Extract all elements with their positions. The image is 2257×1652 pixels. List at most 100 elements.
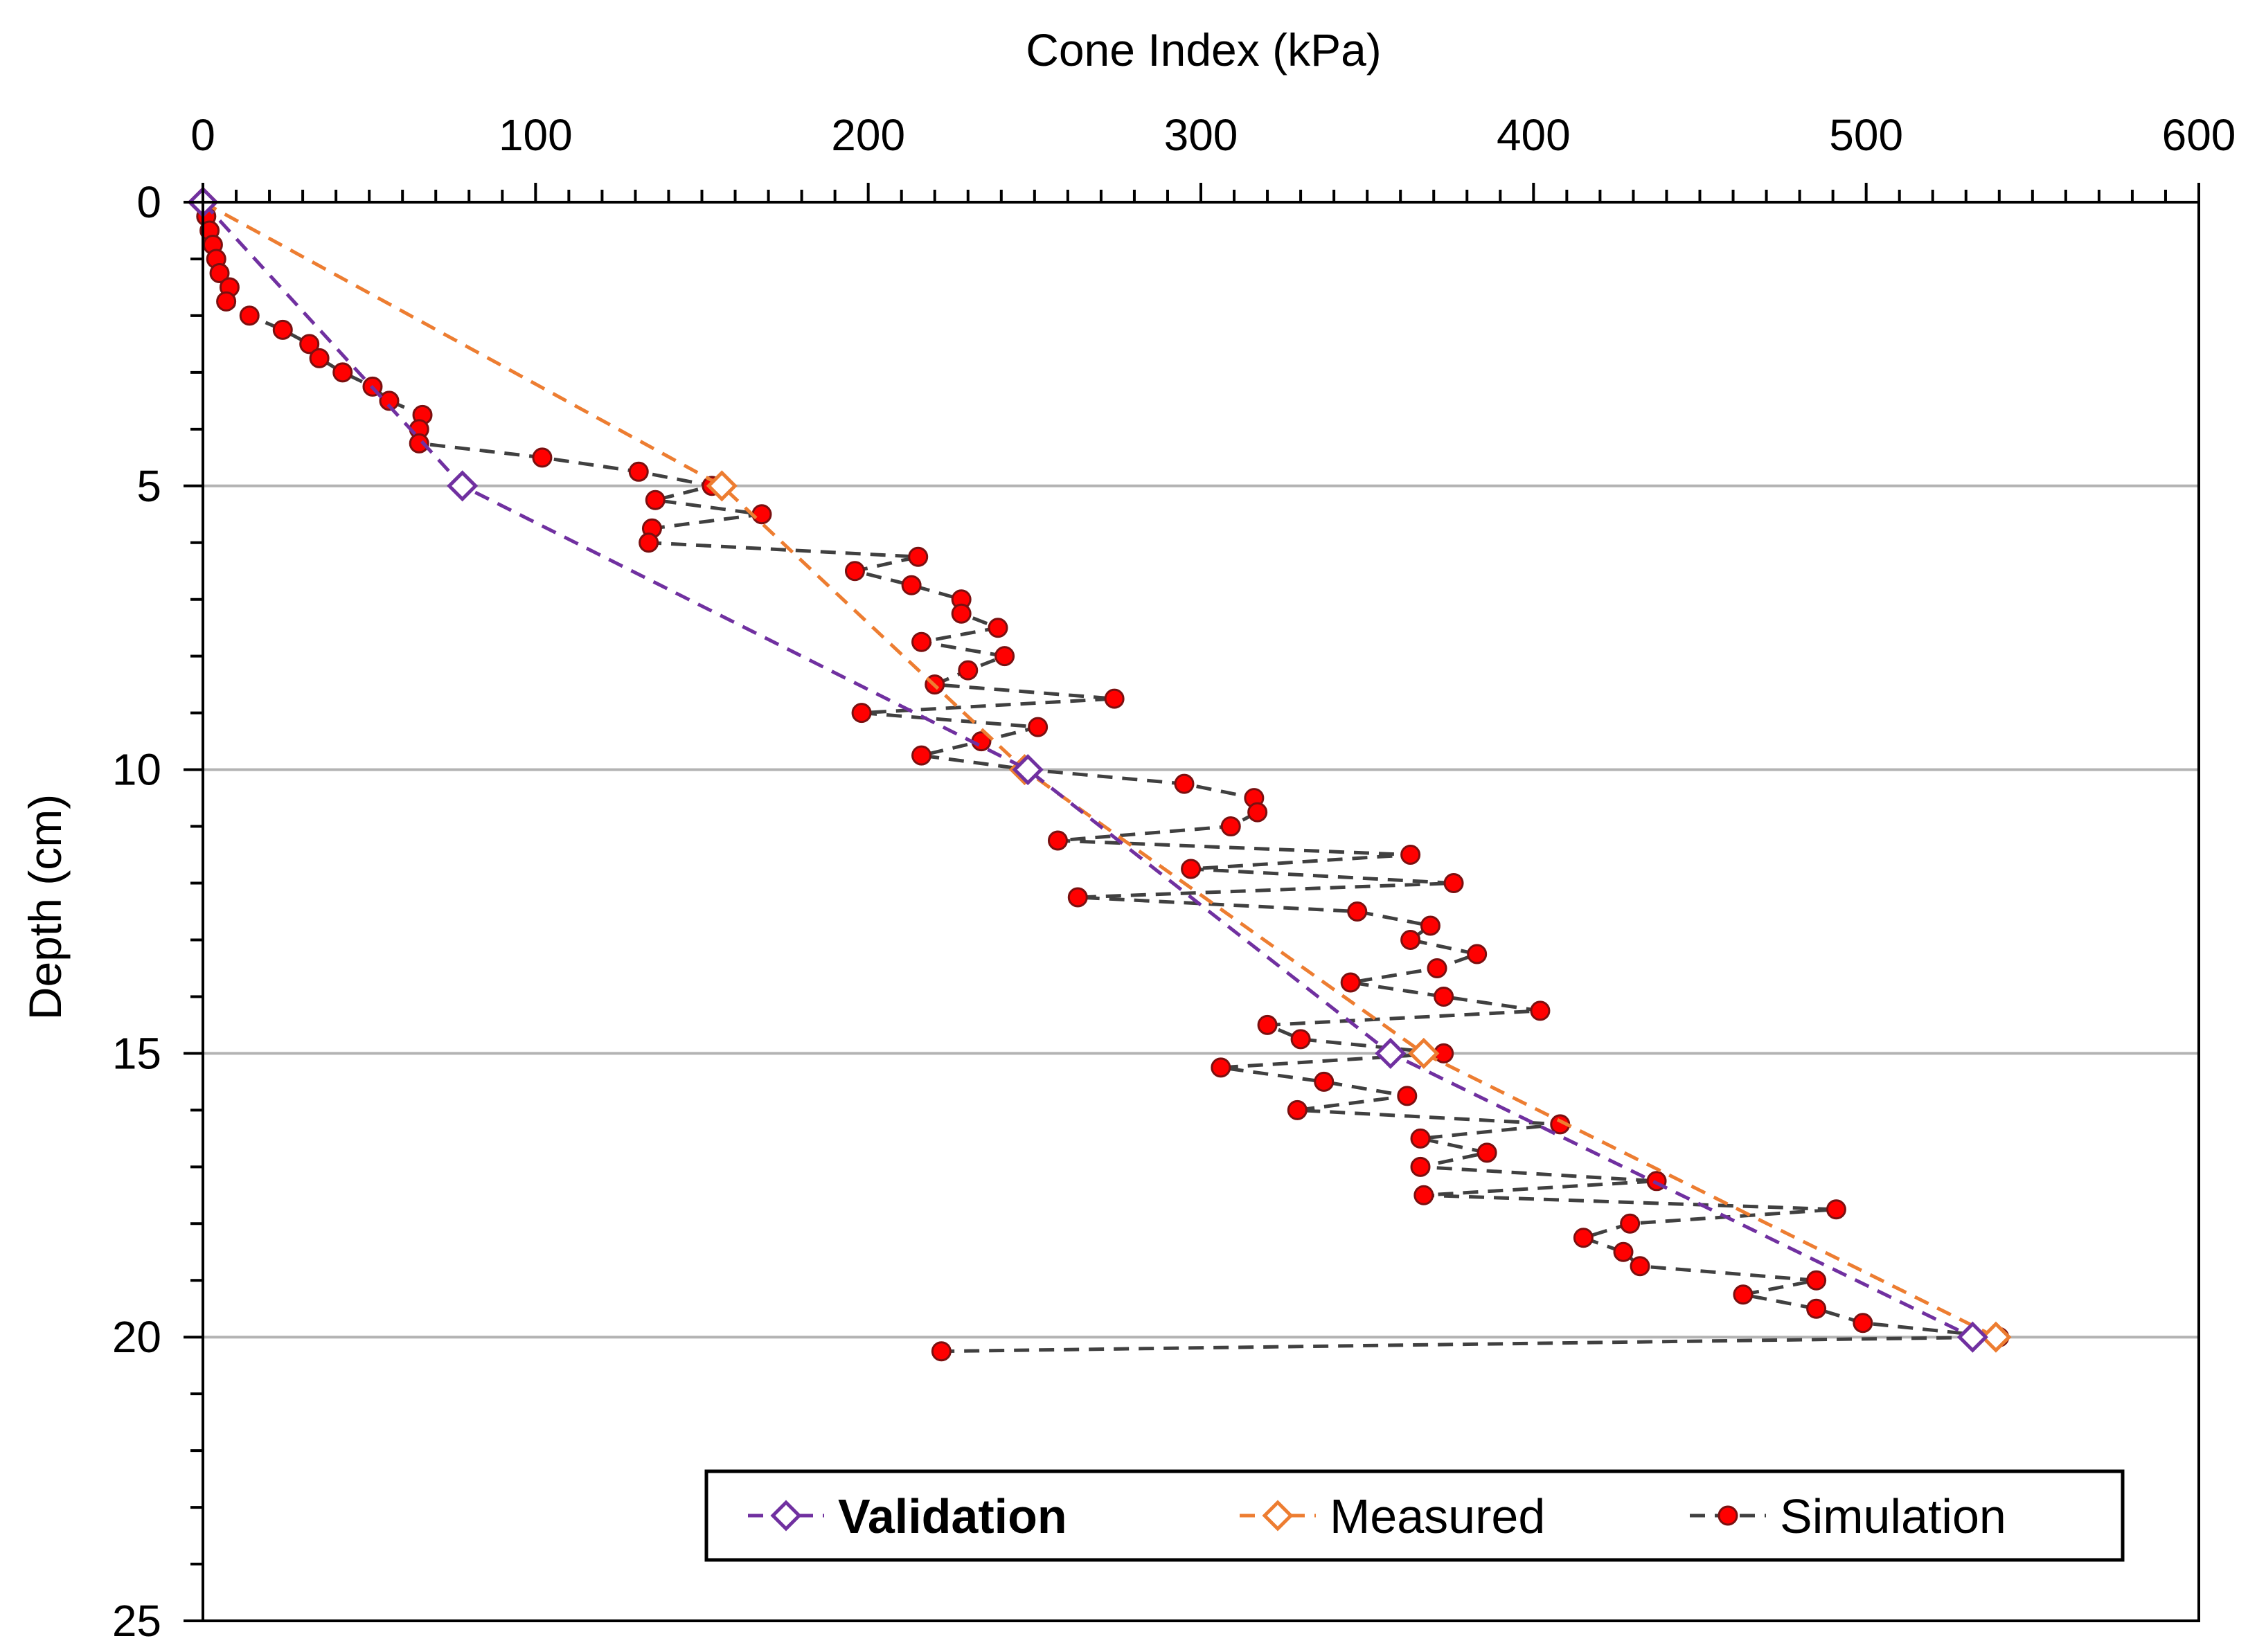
plot-area-frame bbox=[202, 201, 2200, 1622]
series-line-validation bbox=[202, 201, 1974, 1339]
data-point-simulation bbox=[1211, 1057, 1231, 1078]
data-point-simulation bbox=[1427, 958, 1447, 978]
legend-marker-simulation bbox=[1718, 1505, 1738, 1526]
y-tick-label: 15 bbox=[112, 1028, 161, 1078]
y-tick-label: 10 bbox=[112, 745, 161, 795]
data-point-simulation bbox=[1290, 1029, 1311, 1050]
x-tick-label: 300 bbox=[1164, 110, 1238, 160]
data-point-simulation bbox=[1573, 1228, 1594, 1248]
data-point-simulation bbox=[1340, 972, 1361, 993]
data-point-simulation bbox=[1287, 1099, 1308, 1120]
legend-label-simulation: Simulation bbox=[1780, 1489, 2006, 1543]
data-point-simulation bbox=[1047, 830, 1068, 851]
data-point-simulation bbox=[1347, 901, 1368, 922]
data-point-measured bbox=[1408, 1037, 1440, 1069]
legend-marker-measured bbox=[1262, 1500, 1294, 1532]
y-tick-label: 25 bbox=[112, 1596, 161, 1646]
data-point-simulation bbox=[1397, 1086, 1418, 1106]
legend-label-validation: Validation bbox=[838, 1489, 1067, 1543]
data-point-simulation bbox=[628, 461, 649, 482]
data-point-simulation bbox=[911, 745, 932, 766]
data-point-simulation bbox=[1530, 1000, 1551, 1021]
legend-entry-measured: Measured bbox=[1240, 1489, 1545, 1543]
x-tick-label: 600 bbox=[2162, 110, 2236, 160]
data-point-simulation bbox=[994, 646, 1015, 667]
data-point-simulation bbox=[1467, 944, 1488, 964]
data-point-measured bbox=[1980, 1321, 2012, 1353]
data-point-simulation bbox=[911, 631, 932, 652]
data-point-simulation bbox=[988, 618, 1008, 638]
data-point-validation bbox=[1375, 1037, 1407, 1069]
legend-entry-simulation: Simulation bbox=[1690, 1489, 2006, 1543]
data-point-simulation bbox=[1613, 1241, 1634, 1262]
data-point-simulation bbox=[1434, 986, 1454, 1007]
legend-marker-validation bbox=[770, 1500, 802, 1532]
data-point-simulation bbox=[1400, 929, 1421, 950]
data-point-simulation bbox=[1181, 859, 1202, 879]
data-point-simulation bbox=[1413, 1185, 1434, 1205]
data-point-simulation bbox=[1826, 1199, 1846, 1220]
data-point-simulation bbox=[1220, 816, 1241, 837]
data-point-simulation bbox=[844, 561, 865, 582]
data-point-simulation bbox=[1410, 1128, 1431, 1149]
legend-entry-validation: Validation bbox=[748, 1489, 1067, 1543]
legend-label-measured: Measured bbox=[1330, 1489, 1545, 1543]
data-point-simulation bbox=[1028, 717, 1049, 737]
x-tick-label: 200 bbox=[831, 110, 905, 160]
data-point-simulation bbox=[1247, 802, 1268, 823]
data-point-validation bbox=[447, 470, 479, 502]
data-point-simulation bbox=[532, 447, 553, 468]
series-simulation bbox=[193, 192, 2010, 1362]
data-point-simulation bbox=[1806, 1298, 1827, 1319]
data-point-simulation bbox=[1067, 887, 1088, 908]
data-point-simulation bbox=[901, 575, 922, 595]
data-point-simulation bbox=[1174, 773, 1195, 794]
data-point-simulation bbox=[239, 305, 260, 326]
axis-ticks: 0 100 200 300 400 500 600 0 5 10 15 20 25 bbox=[112, 110, 2236, 1646]
data-point-simulation bbox=[1733, 1284, 1754, 1305]
data-point-validation bbox=[1956, 1321, 1988, 1353]
data-point-simulation bbox=[908, 546, 929, 567]
data-point-simulation bbox=[751, 504, 772, 525]
data-point-simulation bbox=[409, 433, 429, 454]
data-point-simulation bbox=[951, 603, 972, 624]
data-point-simulation bbox=[209, 262, 230, 283]
y-tick-label: 5 bbox=[136, 461, 161, 511]
x-tick-label: 500 bbox=[1829, 110, 1903, 160]
data-point-simulation bbox=[645, 490, 666, 510]
data-point-simulation bbox=[958, 660, 979, 681]
x-tick-label: 100 bbox=[499, 110, 573, 160]
data-point-simulation bbox=[1620, 1213, 1641, 1234]
series-layer bbox=[187, 186, 2012, 1362]
x-tick-label: 400 bbox=[1497, 110, 1571, 160]
data-point-simulation bbox=[1420, 915, 1440, 936]
legend: Validation Measured Simulation bbox=[704, 1469, 2125, 1562]
data-point-simulation bbox=[1477, 1142, 1497, 1163]
data-point-simulation bbox=[1104, 688, 1125, 709]
data-point-simulation bbox=[1400, 845, 1421, 865]
data-point-validation bbox=[1012, 754, 1044, 786]
data-point-simulation bbox=[309, 348, 330, 368]
data-point-simulation bbox=[1314, 1071, 1335, 1092]
x-tick-label: 0 bbox=[190, 110, 215, 160]
data-point-simulation bbox=[332, 362, 353, 383]
y-tick-label: 20 bbox=[112, 1312, 161, 1362]
data-point-simulation bbox=[1806, 1270, 1827, 1291]
x-axis-title: Cone Index (kPa) bbox=[1026, 24, 1382, 75]
data-point-simulation bbox=[299, 334, 320, 354]
data-point-simulation bbox=[931, 1341, 952, 1362]
data-point-simulation bbox=[1630, 1256, 1650, 1277]
data-point-simulation bbox=[1410, 1156, 1431, 1177]
data-point-simulation bbox=[379, 390, 400, 411]
data-point-measured bbox=[706, 470, 738, 502]
y-tick-label: 0 bbox=[136, 177, 161, 227]
data-point-simulation bbox=[216, 291, 237, 312]
gridlines bbox=[203, 484, 2199, 1339]
legend-box bbox=[704, 1469, 2125, 1562]
data-point-simulation bbox=[272, 319, 293, 340]
series-line-simulation bbox=[201, 201, 2000, 1354]
y-axis-title: Depth (cm) bbox=[19, 794, 71, 1020]
data-point-simulation bbox=[1853, 1313, 1873, 1334]
data-point-simulation bbox=[1443, 873, 1464, 894]
